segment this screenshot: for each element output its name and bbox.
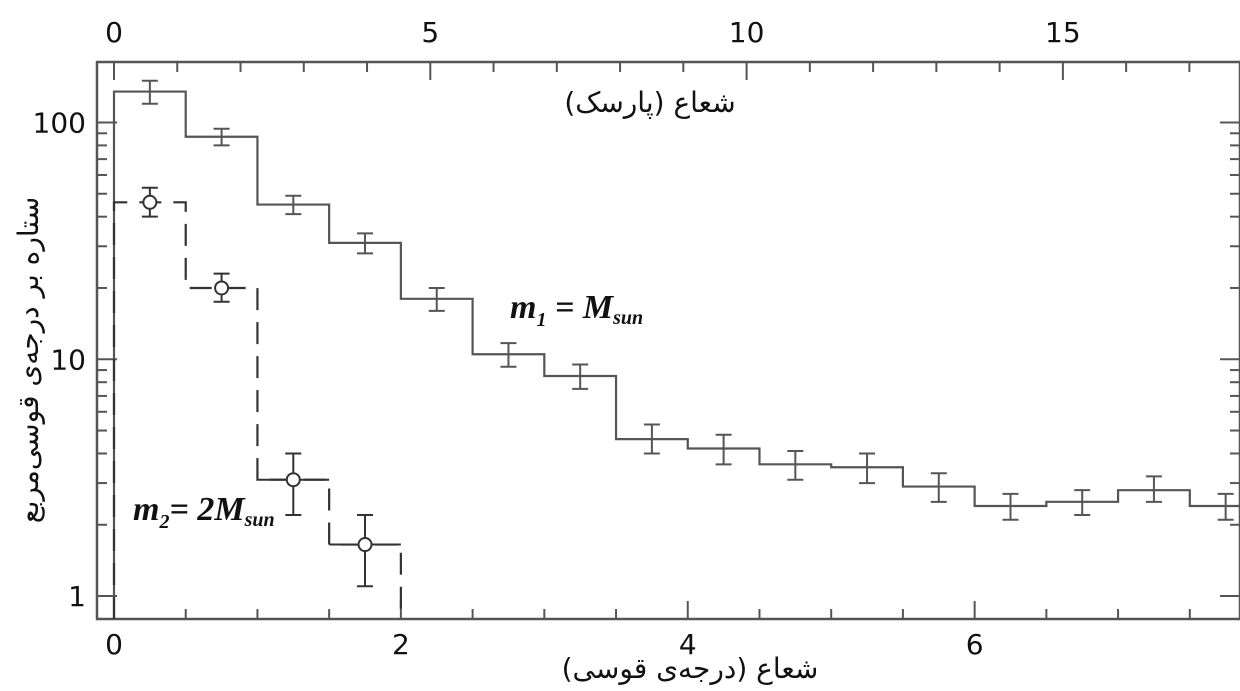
series-m1-step-line (112, 90, 1240, 619)
x-axis-title: شعاع (درجه‌ی قوسی) (562, 652, 819, 685)
m1-main: m (510, 289, 536, 326)
m2-sub: 2 (158, 511, 169, 533)
x2-axis-title: شعاع (پارسک) (564, 86, 735, 119)
m2-sub2: sun (244, 509, 275, 531)
x2-tick-label: 5 (421, 16, 439, 49)
x2-tick-label: 0 (105, 16, 123, 49)
plot-frame (95, 60, 1240, 621)
data-markers (142, 194, 373, 553)
m2-eq: = 2M (169, 491, 246, 528)
y-tick-label: 100 (33, 106, 86, 139)
series-lines (112, 90, 1240, 619)
tick-labels: 0 2 4 6 0 5 10 15 1 10 100 (33, 16, 1081, 661)
data-point (142, 194, 158, 210)
y-tick-label: 10 (50, 343, 86, 376)
data-point (285, 472, 301, 488)
series-label-m1: m1 = Msun (510, 289, 643, 331)
m1-sub2: sun (612, 307, 643, 329)
x-tick-label: 2 (392, 628, 410, 661)
error-bars (141, 79, 1234, 588)
x-tick-label: 6 (966, 628, 984, 661)
x2-tick-label: 10 (729, 16, 765, 49)
x2-tick-label: 15 (1045, 16, 1081, 49)
data-point (214, 280, 230, 296)
axis-ticks (97, 62, 1240, 619)
m1-sub: 1 (536, 309, 546, 331)
m2-main: m (133, 491, 159, 528)
data-point (357, 537, 373, 553)
x-tick-label: 4 (679, 628, 697, 661)
m1-eq: = M (546, 289, 614, 326)
series-label-m2: m2= 2Msun (133, 491, 275, 533)
x-tick-label: 0 (105, 628, 123, 661)
y-tick-label: 1 (68, 580, 86, 613)
series-m2-step-line (112, 201, 402, 619)
y-axis-title: ستاره بر درجه‌ی قوسی‌مربع (12, 197, 45, 524)
